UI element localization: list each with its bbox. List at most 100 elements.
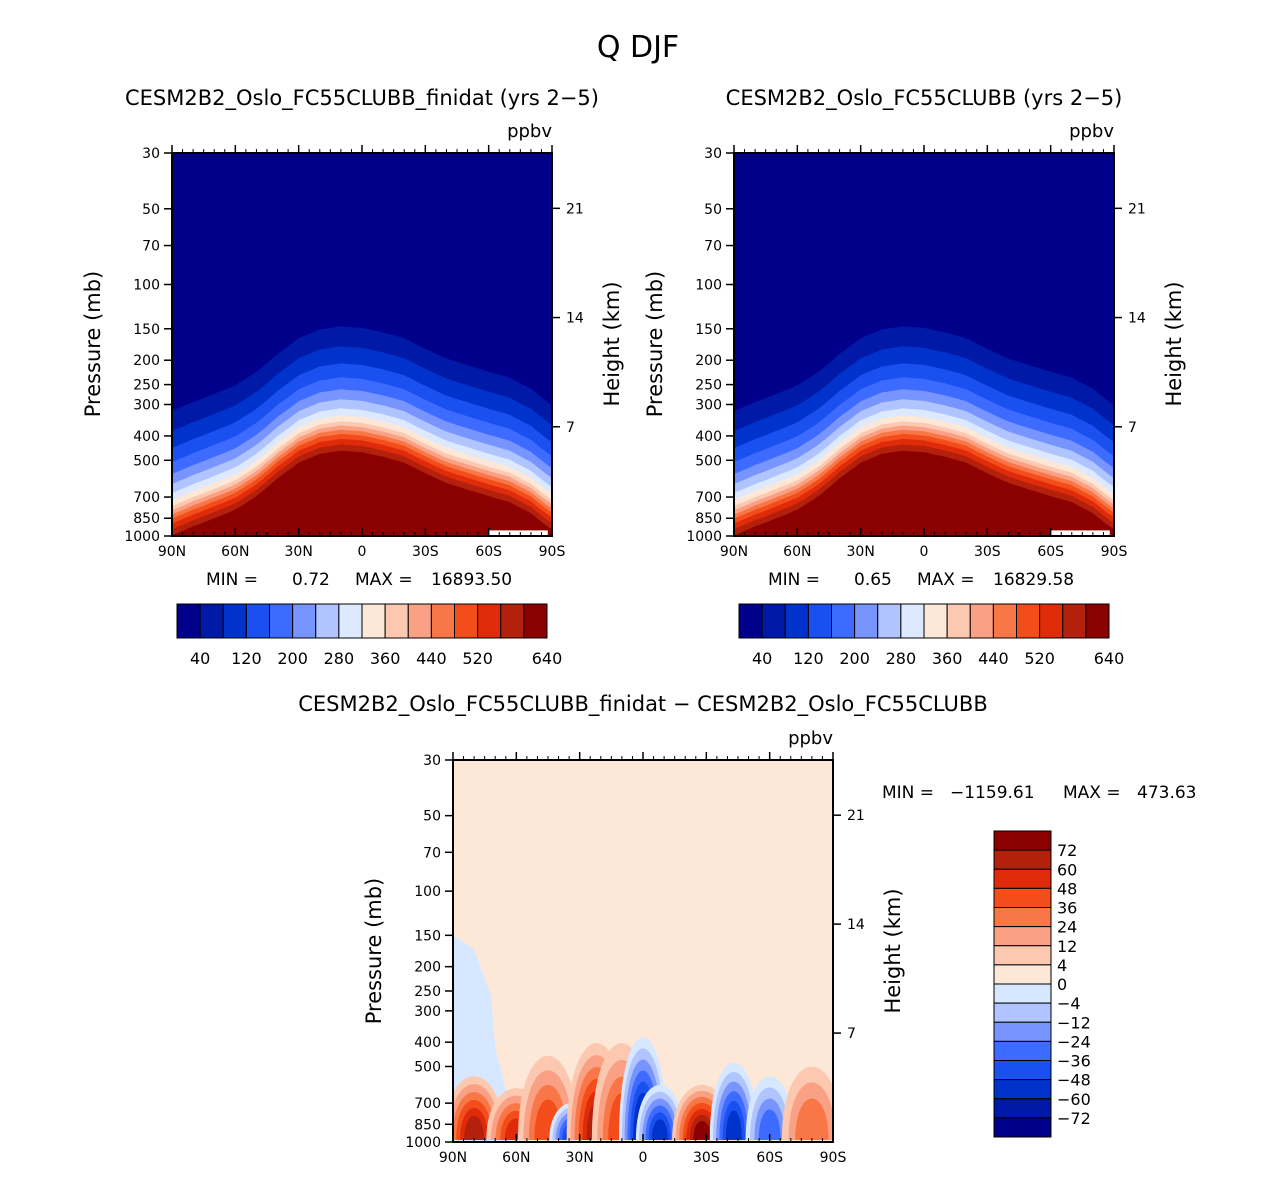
- panel-2-ylabel: Pressure (mb): [643, 271, 667, 418]
- colorbar-cell: [993, 964, 1052, 985]
- colorbar-cell: [969, 603, 994, 639]
- x-tick-label: 30N: [847, 544, 875, 560]
- colorbar-cell: [993, 907, 1052, 928]
- y-tick-label: 250: [695, 378, 722, 394]
- y-tick-label: 200: [695, 353, 722, 369]
- colorbar-label: 440: [416, 649, 447, 668]
- colorbar-cell: [831, 603, 856, 639]
- x-tick-label: 90N: [158, 544, 186, 560]
- panel-2-colorbar: 40 120 200 280 360 440 520 640: [738, 603, 1124, 668]
- anomaly-band: [464, 1115, 485, 1140]
- panel-3: CESM2B2_Oslo_FC55CLUBB_finidat − CESM2B2…: [298, 692, 1196, 1166]
- y-tick-label: 250: [414, 984, 441, 1000]
- x-tick-label: 90S: [1101, 544, 1128, 560]
- anomaly-band: [795, 1098, 829, 1140]
- colorbar-cell: [992, 603, 1017, 639]
- colorbar-cell: [993, 830, 1052, 851]
- colorbar-cell: [946, 603, 971, 639]
- y-tick-label: 250: [133, 378, 160, 394]
- height-tick-label: 14: [1128, 311, 1146, 327]
- y-tick-label: 150: [414, 928, 441, 944]
- panel-1: CESM2B2_Oslo_FC55CLUBB_finidat (yrs 2−5)…: [81, 86, 624, 668]
- colorbar-cell: [1039, 603, 1064, 639]
- colorbar-label: −60: [1057, 1090, 1091, 1109]
- colorbar-cell: [1085, 603, 1110, 639]
- panel-2-max-value: 16829.58: [993, 570, 1074, 590]
- colorbar-cell: [361, 603, 386, 639]
- x-tick-label: 60N: [221, 544, 249, 560]
- panel-3-max-label: MAX =: [1063, 783, 1121, 803]
- colorbar-cell: [993, 926, 1052, 947]
- y-tick-label: 500: [133, 453, 160, 469]
- colorbar-cell: [523, 603, 548, 639]
- panel-3-ylabel: Pressure (mb): [362, 878, 386, 1025]
- panel-2-ylabel-right: Height (km): [1162, 281, 1186, 406]
- x-tick-label: 30N: [566, 1150, 594, 1166]
- panel-1-title: CESM2B2_Oslo_FC55CLUBB_finidat (yrs 2−5): [125, 86, 599, 111]
- height-tick-label: 14: [847, 917, 865, 933]
- colorbar-cell: [877, 603, 902, 639]
- panel-1-min-label: MIN =: [206, 570, 258, 590]
- missing-data-region: [1050, 530, 1110, 536]
- y-tick-label: 100: [133, 278, 160, 294]
- colorbar-cell: [993, 1040, 1052, 1061]
- y-tick-label: 200: [414, 960, 441, 976]
- panel-1-ylabel-right: Height (km): [600, 281, 624, 406]
- x-tick-label: 0: [358, 544, 367, 560]
- colorbar-label: −72: [1057, 1109, 1091, 1128]
- x-tick-label: 60N: [783, 544, 811, 560]
- panel-1-ylabel: Pressure (mb): [81, 271, 105, 418]
- colorbar-label: 360: [932, 649, 963, 668]
- panel-2-min-label: MIN =: [768, 570, 820, 590]
- colorbar-label: 520: [462, 649, 493, 668]
- panel-1-max-label: MAX =: [355, 570, 413, 590]
- colorbar-cell: [199, 603, 224, 639]
- colorbar-label: 24: [1057, 918, 1077, 937]
- colorbar-cell: [477, 603, 502, 639]
- x-tick-label: 90N: [439, 1150, 467, 1166]
- y-tick-label: 30: [142, 146, 160, 162]
- x-tick-label: 90S: [539, 544, 566, 560]
- x-tick-label: 90S: [820, 1150, 847, 1166]
- colorbar-cell: [315, 603, 340, 639]
- panel-3-min-value: −1159.61: [950, 783, 1035, 803]
- x-tick-label: 30S: [412, 544, 439, 560]
- height-tick-label: 14: [566, 311, 584, 327]
- colorbar-label: 4: [1057, 956, 1067, 975]
- height-tick-label: 7: [566, 420, 575, 436]
- colorbar-label: 12: [1057, 937, 1077, 956]
- y-tick-label: 150: [133, 322, 160, 338]
- colorbar-cell: [430, 603, 455, 639]
- colorbar-cell: [176, 603, 201, 639]
- panel-3-max-value: 473.63: [1137, 783, 1196, 803]
- y-tick-label: 70: [142, 239, 160, 255]
- panel-3-min-label: MIN =: [882, 783, 934, 803]
- colorbar-cell: [384, 603, 409, 639]
- colorbar-label: −36: [1057, 1052, 1091, 1071]
- colorbar-cell: [738, 603, 763, 639]
- contour-band: [172, 450, 552, 536]
- colorbar-label: 60: [1057, 860, 1077, 879]
- colorbar-cell: [407, 603, 432, 639]
- panel-2-max-label: MAX =: [917, 570, 975, 590]
- colorbar-cell: [500, 603, 525, 639]
- anomaly-band: [758, 1109, 781, 1140]
- y-tick-label: 70: [423, 845, 441, 861]
- figure-title: Q DJF: [597, 30, 679, 65]
- colorbar-cell: [761, 603, 786, 639]
- y-tick-label: 200: [133, 353, 160, 369]
- colorbar-cell: [993, 1098, 1052, 1119]
- y-tick-label: 700: [133, 490, 160, 506]
- colorbar-cell: [807, 603, 832, 639]
- y-tick-label: 1000: [686, 529, 722, 545]
- colorbar-cell: [923, 603, 948, 639]
- colorbar-label: 520: [1024, 649, 1055, 668]
- colorbar-cell: [292, 603, 317, 639]
- x-tick-label: 60N: [502, 1150, 530, 1166]
- colorbar-label: 36: [1057, 899, 1077, 918]
- colorbar-cell: [993, 1002, 1052, 1023]
- contour-band: [734, 450, 1114, 536]
- y-tick-label: 500: [695, 453, 722, 469]
